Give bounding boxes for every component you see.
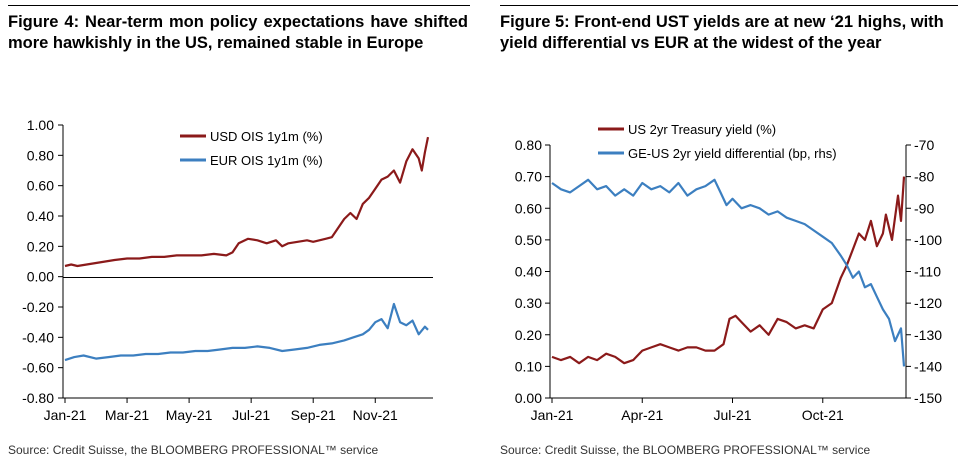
figure-5-x-tick-label: Apr-21 bbox=[621, 407, 663, 423]
figure-5-y-tick-label: 0.10 bbox=[515, 358, 542, 374]
figure-4-source: Source: Credit Suisse, the BLOOMBERG PRO… bbox=[8, 443, 379, 457]
figure-5-y-tick-label: 0.50 bbox=[515, 232, 542, 248]
figure-5-y2-tick-label: -80 bbox=[914, 169, 934, 185]
figure-4-y-tick-label: -0.20 bbox=[22, 299, 54, 315]
figure-5-series-ge-us-differential bbox=[551, 178, 906, 367]
figure-4-y-tick-label: 1.00 bbox=[27, 117, 54, 133]
figure-5-y2-tick-label: -100 bbox=[914, 232, 942, 248]
figure-5-y2-tick-label: -70 bbox=[914, 137, 934, 153]
figure-5-y2-tick-label: -130 bbox=[914, 327, 942, 343]
figure-4-y-tick-label: 0.80 bbox=[27, 147, 54, 163]
figure-4-series-usd-ois bbox=[64, 136, 430, 268]
figure-5-y2-tick-label: -110 bbox=[914, 264, 941, 280]
figure-4-x-tick-label: May-21 bbox=[166, 407, 213, 423]
figure-5-y-tick-label: 0.00 bbox=[515, 390, 542, 406]
figure-5-title: Figure 5: Front-end UST yields are at ne… bbox=[500, 13, 944, 52]
figure-5-y-tick-label: 0.70 bbox=[515, 169, 542, 185]
figure-4-x-tick-label: Mar-21 bbox=[105, 407, 150, 423]
figure-4-x-tick-label: Sep-21 bbox=[291, 407, 336, 423]
figure-5-series-us-2yr-yield bbox=[551, 176, 906, 365]
figure-5-y-tick-label: 0.20 bbox=[515, 327, 542, 343]
figure-4-y-tick-label: -0.80 bbox=[22, 390, 54, 406]
figure-5-source: Source: Credit Suisse, the BLOOMBERG PRO… bbox=[500, 443, 871, 457]
figure-4-y-tick-label: 0.20 bbox=[27, 238, 54, 254]
figure-4-y-tick-label: 0.40 bbox=[27, 208, 54, 224]
figure-5-x-tick-label: Oct-21 bbox=[802, 407, 844, 423]
figure-5-y2-tick-label: -150 bbox=[914, 390, 942, 406]
figure-4-panel: Figure 4: Near-term mon policy expectati… bbox=[0, 0, 478, 464]
figure-4-legend-label: USD OIS 1y1m (%) bbox=[210, 129, 323, 144]
figure-5-panel: Figure 5: Front-end UST yields are at ne… bbox=[492, 0, 964, 464]
figure-4-y-tick-label: -0.60 bbox=[22, 360, 54, 376]
figure-5-y2-tick-label: -140 bbox=[914, 358, 942, 374]
figure-5-y2-tick-label: -120 bbox=[914, 295, 942, 311]
figure-4-y-tick-label: 0.00 bbox=[27, 269, 54, 285]
figure-4-series-eur-ois bbox=[64, 302, 429, 362]
figure-5-legend-label: US 2yr Treasury yield (%) bbox=[628, 122, 776, 137]
figure-4-x-tick-label: Nov-21 bbox=[353, 407, 398, 423]
figure-5-chart: 0.80 0.70 0.60 0.50 0.40 0.30 0.20 0.10 0.00 -70 -… bbox=[515, 122, 942, 423]
figure-5-top-rule bbox=[500, 5, 958, 6]
figure-4-x-tick-label: Jan-21 bbox=[44, 407, 87, 423]
figure-4-x-tick-label: Jul-21 bbox=[232, 407, 270, 423]
figure-4-top-rule bbox=[8, 5, 470, 6]
figure-5-y-tick-label: 0.30 bbox=[515, 295, 542, 311]
figure-5-y-tick-label: 0.60 bbox=[515, 200, 542, 216]
figure-5-y2-tick-label: -90 bbox=[914, 200, 934, 216]
figure-5-legend-label: GE-US 2yr yield differential (bp, rhs) bbox=[628, 146, 837, 161]
figure-5-y-tick-label: 0.80 bbox=[515, 137, 542, 153]
figure-4-y-tick-label: -0.40 bbox=[22, 329, 54, 345]
figure-4-title: Figure 4: Near-term mon policy expectati… bbox=[8, 13, 468, 52]
figure-4-legend-label: EUR OIS 1y1m (%) bbox=[210, 153, 323, 168]
figure-5-y-tick-label: 0.40 bbox=[515, 264, 542, 280]
figure-4-y-tick-label: 0.60 bbox=[27, 178, 54, 194]
figure-4-chart: 1.00 0.80 0.60 0.40 0.20 0.00 -0.20 -0.40 -0.60 -… bbox=[22, 117, 433, 423]
figure-5-x-tick-label: Jan-21 bbox=[531, 407, 574, 423]
figure-5-x-tick-label: Jul-21 bbox=[713, 407, 751, 423]
